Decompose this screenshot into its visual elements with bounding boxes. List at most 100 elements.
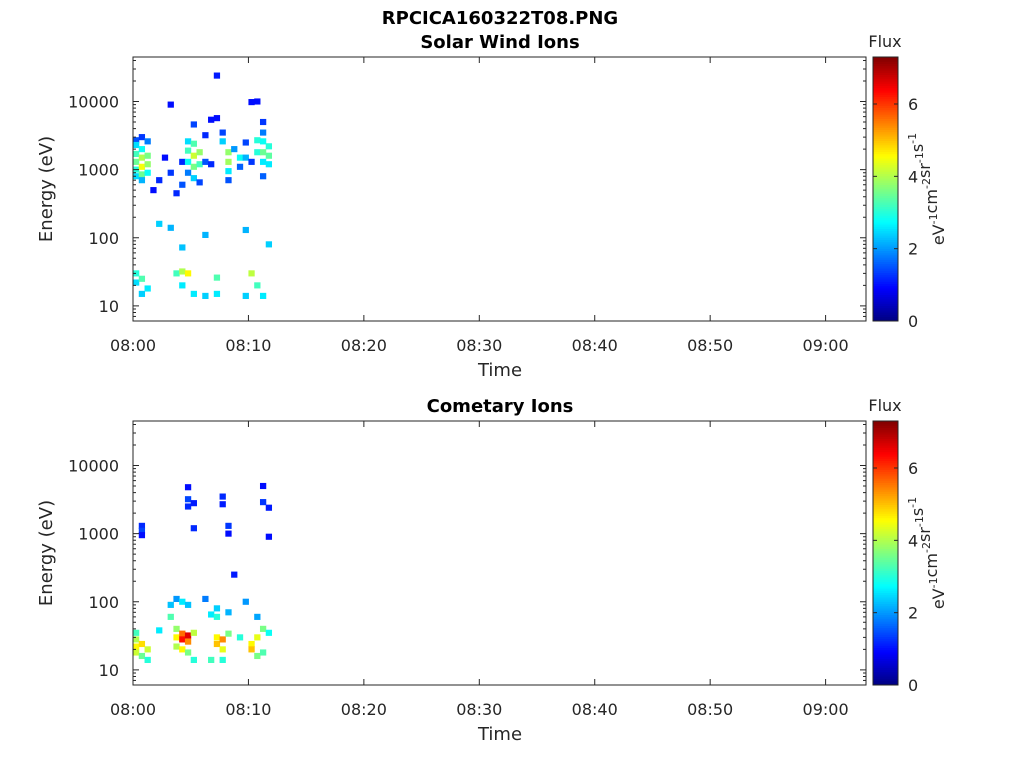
colorbar-band	[873, 605, 898, 609]
y-tick-label: 10	[99, 661, 119, 680]
colorbar-band	[873, 509, 898, 512]
colorbar-band	[873, 193, 898, 196]
panel-cometary-ions: Cometary Ions 08:00 08:10 08:20 08:30 08:40 0…	[36, 396, 948, 745]
colorbar-band	[873, 423, 898, 426]
flux-cell	[225, 149, 232, 156]
colorbar-band	[873, 542, 898, 545]
flux-cell	[190, 175, 197, 182]
colorbar-band	[873, 204, 898, 207]
colorbar-band	[873, 462, 898, 466]
flux-cell	[138, 163, 146, 170]
flux-cell	[248, 646, 255, 653]
flux-cell	[167, 101, 174, 108]
flux-cell	[138, 177, 146, 184]
x-tick-label: 08:20	[341, 336, 387, 355]
colorbar-band	[873, 429, 898, 433]
colorbar-band	[873, 136, 898, 139]
colorbar: 0 2 4 6	[872, 56, 918, 331]
colorbar-band	[873, 647, 898, 651]
colorbar-band	[873, 619, 898, 622]
colorbar-band	[873, 471, 898, 475]
colorbar-band	[873, 63, 898, 67]
colorbar-band	[873, 454, 898, 457]
flux-cell	[225, 522, 232, 529]
colorbar-band	[873, 228, 898, 232]
colorbar-band	[873, 206, 898, 210]
colorbar-band	[873, 74, 898, 78]
colorbar-band	[873, 559, 898, 563]
flux-cell	[173, 643, 180, 650]
flux-cell	[133, 636, 140, 643]
colorbar-band	[873, 98, 898, 102]
colorbar-band	[873, 583, 898, 587]
colorbar-tick-label: 4	[908, 167, 918, 186]
flux-cell	[190, 500, 197, 507]
flux-cell	[179, 646, 186, 653]
colorbar-band	[873, 524, 898, 527]
colorbar-band	[873, 233, 898, 236]
colorbar-band	[873, 145, 898, 148]
colorbar-band	[873, 568, 898, 571]
flux-cell	[231, 571, 238, 578]
flux-cell	[208, 656, 215, 663]
flux-cell	[133, 158, 140, 165]
flux-cell	[144, 169, 151, 176]
colorbar-band	[873, 555, 898, 558]
colorbar-band	[873, 189, 898, 192]
colorbar-band	[873, 175, 898, 179]
flux-cell	[259, 499, 267, 506]
flux-cell	[248, 158, 255, 165]
panel-title: Cometary Ions	[427, 396, 574, 417]
flux-cell	[219, 636, 226, 643]
colorbar-band	[873, 526, 898, 530]
colorbar-band	[873, 257, 898, 260]
colorbar-band	[873, 316, 898, 320]
colorbar-band	[873, 224, 898, 227]
colorbar-band	[873, 465, 898, 468]
colorbar-band	[873, 445, 898, 448]
flux-cell	[213, 274, 221, 281]
colorbar-band	[873, 671, 898, 675]
flux-cell	[259, 138, 267, 145]
spectrogram-cells	[133, 72, 273, 299]
flux-cell	[202, 132, 209, 139]
colorbar-band	[873, 616, 898, 620]
colorbar-band	[873, 149, 898, 152]
flux-cell	[242, 598, 249, 605]
colorbar-band	[873, 537, 898, 541]
colorbar-band	[873, 623, 898, 626]
colorbar-band	[873, 288, 898, 291]
flux-cell	[259, 118, 267, 126]
flux-cell	[259, 482, 267, 490]
colorbar-band	[873, 621, 898, 624]
flux-cell	[265, 504, 273, 511]
flux-cell	[259, 173, 267, 180]
colorbar-frame	[872, 420, 899, 686]
colorbar-band	[873, 235, 898, 238]
colorbar-band	[873, 427, 898, 431]
flux-cell	[156, 177, 163, 184]
flux-cell	[265, 161, 273, 168]
y-tick-label: 10	[99, 297, 119, 316]
colorbar-band	[873, 667, 898, 670]
colorbar-band	[873, 665, 898, 668]
colorbar-band	[873, 230, 898, 234]
colorbar-band	[873, 131, 898, 135]
flux-cell	[138, 652, 146, 660]
colorbar-band	[873, 654, 898, 657]
colorbar-band	[873, 513, 898, 516]
colorbar-band	[873, 237, 898, 240]
y-tick-label: 1000	[78, 525, 119, 544]
colorbar-band	[873, 195, 898, 199]
colorbar-band	[873, 318, 898, 322]
colorbar-band	[873, 425, 898, 428]
colorbar-band	[873, 239, 898, 243]
colorbar-band	[873, 533, 898, 536]
x-tick-label: 09:00	[803, 336, 849, 355]
flux-cell	[184, 169, 192, 176]
colorbar-band	[873, 125, 898, 128]
flux-cell	[202, 292, 209, 299]
flux-cell	[138, 171, 146, 178]
flux-cell	[190, 290, 197, 297]
colorbar-band	[873, 283, 898, 287]
